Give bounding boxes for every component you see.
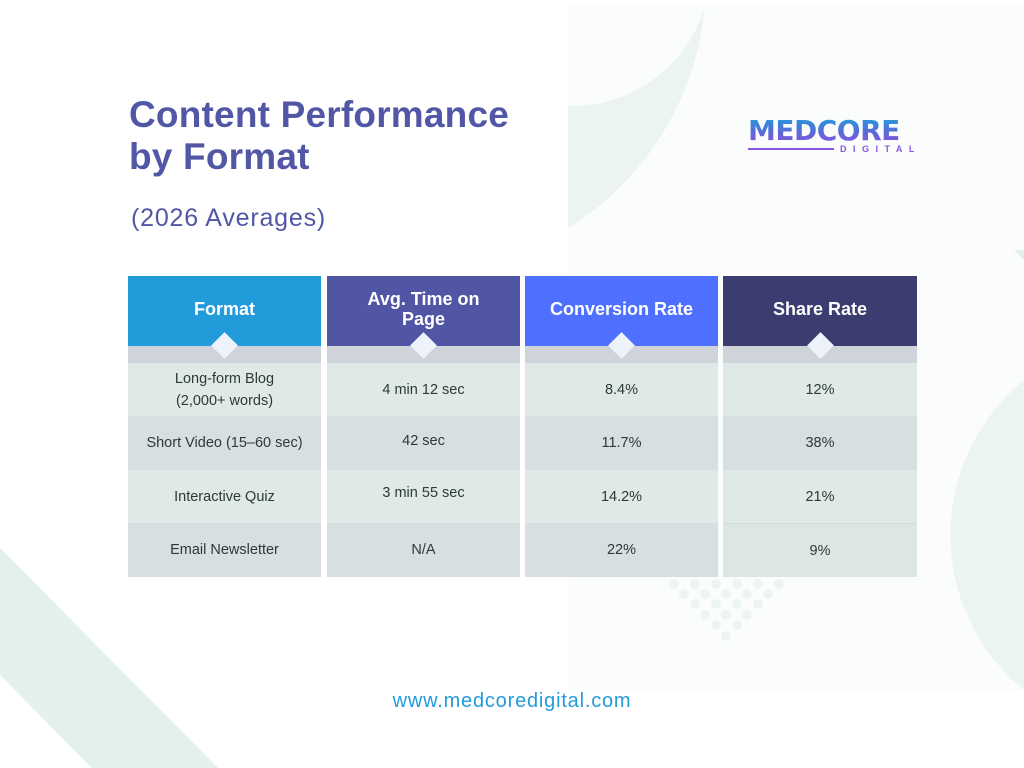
table-cell: 21% <box>723 470 917 523</box>
cell-text: 4 min 12 sec <box>382 381 465 398</box>
table-cell: 22% <box>525 523 718 577</box>
cell-text: 3 min 55 sec <box>382 485 465 501</box>
cell-text: Email Newsletter <box>170 542 279 558</box>
table-cell: 14.2% <box>525 470 718 523</box>
cell-text: Short Video (15–60 sec) <box>146 435 303 451</box>
cell-text: Long-form Blog (2,000+ words) <box>174 370 275 409</box>
cell-text: Interactive Quiz <box>174 488 275 505</box>
table-cell: 38% <box>723 416 917 470</box>
table-cell: 12% <box>723 363 917 416</box>
column-format: Format Long-form Blog (2,000+ words) Sho… <box>128 276 321 577</box>
logo-wordmark: MEDCORE <box>748 114 900 147</box>
title-line-1: Content Performance <box>129 94 510 135</box>
table-cell: 4 min 12 sec <box>327 363 520 416</box>
column-time: Avg. Time on Page 4 min 12 sec 42 sec 3 … <box>327 276 520 577</box>
performance-table: Format Long-form Blog (2,000+ words) Sho… <box>128 276 917 577</box>
logo-underline <box>748 148 834 150</box>
cell-text: 14.2% <box>600 488 643 505</box>
cell-text: 42 sec <box>402 433 445 449</box>
table-cell: 3 min 55 sec <box>327 470 520 523</box>
column-conversion: Conversion Rate 8.4% 11.7% 14.2% 22% <box>525 276 718 577</box>
table-cell: 11.7% <box>525 416 718 470</box>
cell-text: 22% <box>606 542 637 558</box>
cell-text: 11.7% <box>601 435 642 451</box>
cell-text: 8.4% <box>604 381 639 398</box>
cell-text: 9% <box>809 542 831 559</box>
header-conversion: Conversion Rate <box>525 276 718 346</box>
medcore-logo: MEDCORE DIGITAL <box>748 114 914 157</box>
page-subtitle: (2026 Averages) <box>131 204 326 232</box>
table-cell: Long-form Blog (2,000+ words) <box>128 363 321 416</box>
page-title: Content Performance by Format <box>129 94 509 178</box>
logo-subtext: DIGITAL <box>840 144 921 154</box>
table-cell: 9% <box>723 523 917 577</box>
cell-text: 38% <box>805 435 835 451</box>
title-line-2: by Format <box>129 136 310 177</box>
cell-text: 12% <box>805 382 835 398</box>
table-cell: 8.4% <box>525 363 718 416</box>
cell-text: N/A <box>411 542 436 558</box>
table-cell: 42 sec <box>327 416 520 470</box>
table-cell: Interactive Quiz <box>128 470 321 523</box>
column-share: Share Rate 12% 38% 21% 9% <box>723 276 917 577</box>
table-cell: Short Video (15–60 sec) <box>128 416 321 470</box>
cell-text: 21% <box>805 488 835 505</box>
table-cell: N/A <box>327 523 520 577</box>
table-cell: Email Newsletter <box>128 523 321 577</box>
website-link[interactable]: www.medcoredigital.com <box>392 690 632 712</box>
